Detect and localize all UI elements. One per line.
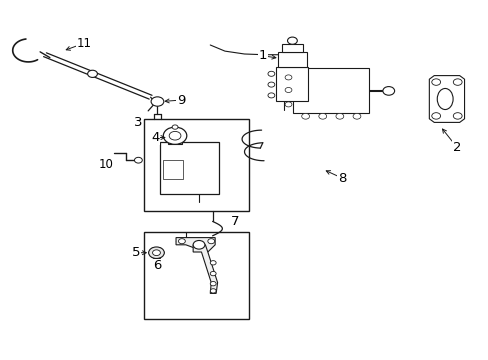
Circle shape	[285, 87, 291, 93]
Circle shape	[207, 239, 214, 244]
Text: 8: 8	[337, 172, 346, 185]
Text: 7: 7	[230, 215, 239, 228]
Text: 2: 2	[452, 141, 461, 154]
Text: 9: 9	[176, 94, 185, 107]
Text: 6: 6	[153, 259, 162, 272]
Circle shape	[152, 250, 160, 256]
Ellipse shape	[436, 89, 452, 109]
Circle shape	[285, 102, 291, 107]
Circle shape	[318, 113, 326, 119]
Bar	[282, 44, 302, 52]
Circle shape	[210, 282, 216, 286]
Bar	[276, 67, 307, 101]
Circle shape	[210, 261, 216, 265]
Circle shape	[431, 113, 440, 119]
Circle shape	[134, 157, 142, 163]
Circle shape	[431, 79, 440, 85]
Bar	[167, 142, 182, 144]
Circle shape	[285, 75, 291, 80]
Circle shape	[172, 125, 178, 129]
Bar	[163, 161, 183, 179]
Circle shape	[148, 247, 164, 258]
Text: 5: 5	[131, 246, 140, 259]
Text: 4: 4	[151, 131, 160, 144]
Circle shape	[210, 271, 216, 276]
Bar	[277, 52, 306, 67]
Circle shape	[267, 71, 274, 76]
Circle shape	[382, 86, 394, 95]
Circle shape	[452, 113, 461, 119]
Circle shape	[169, 131, 181, 140]
Circle shape	[452, 79, 461, 85]
Circle shape	[87, 70, 97, 77]
Polygon shape	[176, 238, 215, 252]
Text: 10: 10	[99, 158, 114, 171]
Circle shape	[352, 113, 360, 119]
Circle shape	[301, 113, 309, 119]
Bar	[144, 119, 249, 211]
Text: 3: 3	[133, 116, 142, 129]
Text: 11: 11	[77, 37, 91, 50]
Polygon shape	[193, 245, 217, 293]
Circle shape	[267, 82, 274, 87]
Circle shape	[193, 240, 204, 249]
Circle shape	[335, 113, 343, 119]
Circle shape	[178, 239, 185, 244]
Circle shape	[163, 127, 186, 144]
Circle shape	[287, 37, 297, 44]
Bar	[293, 68, 368, 113]
Bar	[144, 232, 249, 319]
Polygon shape	[428, 76, 464, 122]
Bar	[160, 142, 219, 194]
Text: 1: 1	[258, 49, 267, 62]
Circle shape	[210, 289, 216, 293]
Circle shape	[151, 97, 163, 106]
Circle shape	[267, 93, 274, 98]
